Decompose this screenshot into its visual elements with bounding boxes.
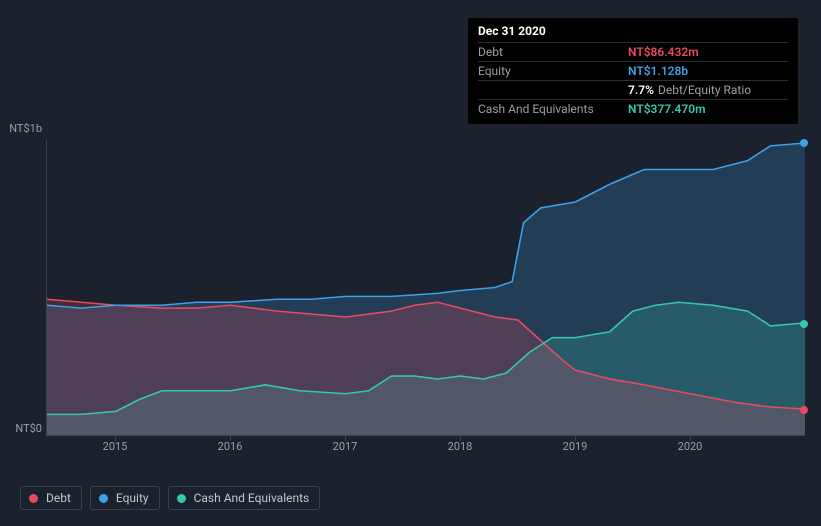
tooltip-row-label: Equity: [478, 64, 628, 78]
tooltip-row: 7.7%Debt/Equity Ratio: [478, 80, 788, 99]
tooltip-row: DebtNT$86.432m: [478, 42, 788, 61]
tooltip-row: EquityNT$1.128b: [478, 61, 788, 80]
tooltip-row-label: [478, 83, 628, 97]
x-axis-labels: 2015 2016 2017 2018 2019 2020: [46, 440, 805, 456]
debt-end-marker: [800, 406, 808, 414]
chart-plot-area[interactable]: [46, 140, 805, 436]
legend-dot-icon: [99, 494, 108, 503]
tooltip-row-value: NT$377.470m: [628, 102, 706, 116]
tooltip-date-title: Dec 31 2020: [478, 24, 788, 38]
legend-dot-icon: [29, 494, 38, 503]
x-axis-year-label: 2019: [563, 440, 588, 453]
debt-equity-chart: NT$1b NT$0 201520162017201820192020: [16, 120, 805, 460]
legend-item-label: Equity: [116, 491, 149, 505]
chart-tooltip: Dec 31 2020 DebtNT$86.432mEquityNT$1.128…: [468, 18, 798, 124]
equity-end-marker: [800, 139, 808, 147]
x-axis-year-label: 2015: [103, 440, 128, 453]
chart-legend: Debt Equity Cash And Equivalents: [20, 486, 320, 510]
cash-end-marker: [800, 320, 808, 328]
x-axis-year-label: 2018: [448, 440, 473, 453]
x-axis-year-label: 2016: [218, 440, 243, 453]
legend-item-equity[interactable]: Equity: [90, 486, 160, 510]
tooltip-row-value: 7.7%Debt/Equity Ratio: [628, 83, 751, 97]
legend-item-cash-and-equivalents[interactable]: Cash And Equivalents: [168, 486, 321, 510]
y-axis-label-top: NT$1b: [2, 122, 42, 135]
tooltip-row-label: Cash And Equivalents: [478, 102, 628, 116]
tooltip-row-subtext: Debt/Equity Ratio: [658, 83, 751, 97]
legend-item-debt[interactable]: Debt: [20, 486, 82, 510]
tooltip-row-value: NT$86.432m: [628, 45, 699, 59]
legend-item-label: Debt: [46, 491, 71, 505]
x-axis-year-label: 2020: [678, 440, 703, 453]
tooltip-row: Cash And EquivalentsNT$377.470m: [478, 99, 788, 118]
legend-dot-icon: [177, 494, 186, 503]
x-axis-year-label: 2017: [333, 440, 358, 453]
y-axis-label-bottom: NT$0: [2, 422, 42, 435]
tooltip-row-value: NT$1.128b: [628, 64, 688, 78]
legend-item-label: Cash And Equivalents: [194, 491, 310, 505]
tooltip-row-label: Debt: [478, 45, 628, 59]
